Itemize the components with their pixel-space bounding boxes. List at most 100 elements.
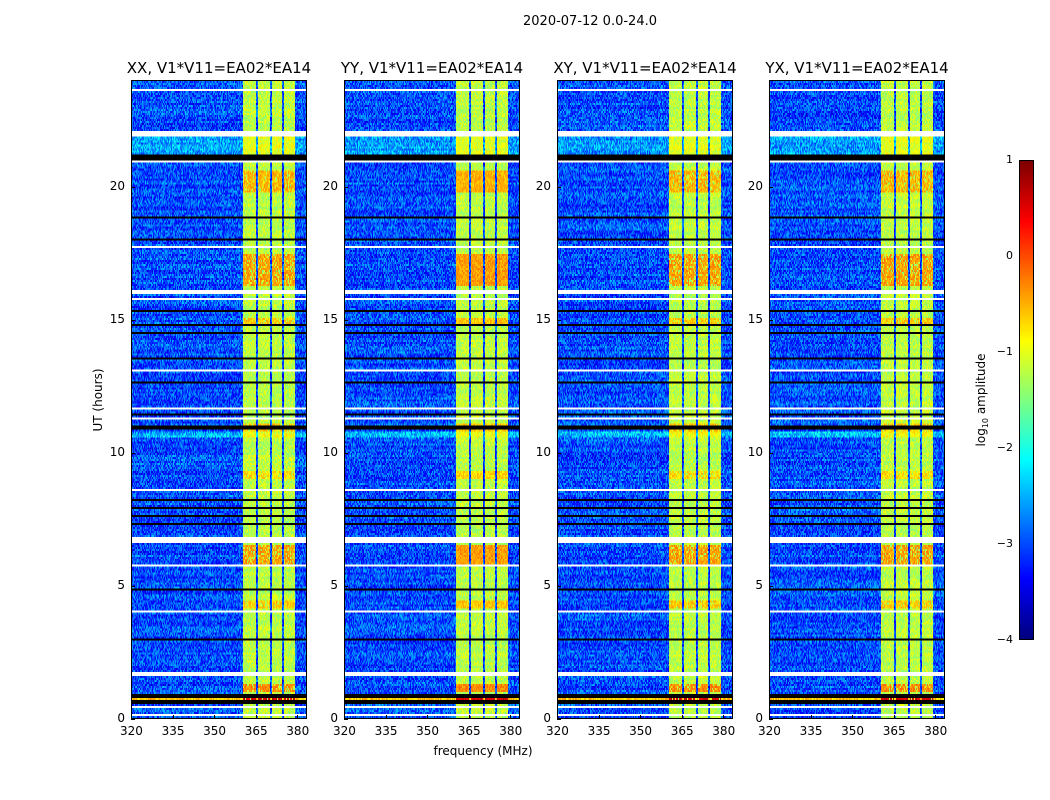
x-tick-label: 365 xyxy=(244,724,268,738)
heatmap-image xyxy=(345,81,519,718)
y-tick-mark xyxy=(131,186,135,188)
y-tick-mark xyxy=(557,452,561,454)
colorbar-tick-label: −3 xyxy=(996,537,1013,550)
x-tick-label: 380 xyxy=(286,724,310,738)
x-tick-mark xyxy=(427,715,429,719)
y-tick-mark xyxy=(344,319,348,321)
y-tick-mark xyxy=(131,719,135,720)
y-tick-label: 20 xyxy=(535,178,551,193)
x-tick-label: 350 xyxy=(416,724,440,738)
x-tick-label: 335 xyxy=(374,724,398,738)
x-tick-label: 320 xyxy=(758,724,781,738)
x-tick-mark xyxy=(640,715,642,719)
heatmap-panel xyxy=(131,80,307,719)
x-tick-mark xyxy=(255,715,257,719)
x-tick-mark xyxy=(131,715,132,719)
x-tick-mark xyxy=(769,715,770,719)
y-tick-label: 15 xyxy=(109,311,125,326)
y-tick-mark xyxy=(769,452,773,454)
x-tick-mark xyxy=(510,715,512,719)
panel-title: YY, V1*V11=EA02*EA14 xyxy=(340,59,524,77)
x-tick-mark xyxy=(852,715,854,719)
x-tick-label: 335 xyxy=(161,724,185,738)
colorbar-tick-label: −4 xyxy=(996,633,1013,646)
y-tick-mark xyxy=(557,719,561,720)
x-tick-label: 365 xyxy=(882,724,906,738)
y-tick-mark xyxy=(344,452,348,454)
y-tick-mark xyxy=(344,585,348,587)
y-tick-label: 10 xyxy=(322,444,338,459)
x-tick-label: 335 xyxy=(799,724,823,738)
y-tick-label: 0 xyxy=(117,711,125,725)
heatmap-image xyxy=(770,81,944,718)
x-tick-label: 350 xyxy=(203,724,227,738)
y-tick-mark xyxy=(557,585,561,587)
x-tick-mark xyxy=(935,715,937,719)
panel-title: YX, V1*V11=EA02*EA14 xyxy=(765,59,949,77)
x-tick-mark xyxy=(344,715,345,719)
panel-title: XY, V1*V11=EA02*EA14 xyxy=(553,59,737,77)
x-axis-label: frequency (MHz) xyxy=(433,744,533,758)
colorbar-tick-label: 0 xyxy=(1006,249,1013,262)
x-tick-label: 380 xyxy=(712,724,736,738)
y-tick-label: 0 xyxy=(543,711,551,725)
heatmap-panel xyxy=(769,80,945,719)
y-tick-label: 0 xyxy=(330,711,338,725)
heatmap-panel xyxy=(344,80,520,719)
x-tick-mark xyxy=(468,715,470,719)
y-tick-label: 5 xyxy=(117,577,125,592)
x-tick-mark xyxy=(214,715,216,719)
x-tick-label: 365 xyxy=(457,724,481,738)
x-tick-mark xyxy=(810,715,812,719)
y-tick-label: 20 xyxy=(322,178,338,193)
colorbar-tick-label: 1 xyxy=(1006,153,1013,166)
heatmap-panel xyxy=(557,80,733,719)
colorbar-label: log10 amplitude xyxy=(973,353,991,447)
y-tick-label: 10 xyxy=(109,444,125,459)
y-tick-mark xyxy=(769,319,773,321)
heatmap-image xyxy=(132,81,306,718)
y-tick-mark xyxy=(131,585,135,587)
colorbar-tick-label: −2 xyxy=(996,441,1013,454)
x-tick-mark xyxy=(557,715,558,719)
x-tick-mark xyxy=(598,715,600,719)
x-tick-mark xyxy=(297,715,299,719)
y-tick-mark xyxy=(769,186,773,188)
x-tick-mark xyxy=(893,715,895,719)
y-tick-mark xyxy=(769,719,773,720)
y-tick-label: 15 xyxy=(535,311,551,326)
y-tick-label: 5 xyxy=(330,577,338,592)
y-tick-mark xyxy=(344,719,348,720)
y-axis-label: UT (hours) xyxy=(91,368,105,432)
y-tick-label: 10 xyxy=(747,444,763,459)
panel-title: XX, V1*V11=EA02*EA14 xyxy=(126,59,312,77)
x-tick-label: 350 xyxy=(841,724,865,738)
y-tick-label: 10 xyxy=(535,444,551,459)
y-tick-label: 0 xyxy=(755,711,763,725)
x-tick-label: 320 xyxy=(546,724,569,738)
y-tick-label: 5 xyxy=(755,577,763,592)
y-tick-mark xyxy=(131,452,135,454)
x-tick-mark xyxy=(385,715,387,719)
figure-title: 2020-07-12 0.0-24.0 xyxy=(523,14,657,29)
x-tick-label: 335 xyxy=(587,724,611,738)
x-tick-label: 350 xyxy=(629,724,653,738)
x-tick-mark xyxy=(172,715,174,719)
y-tick-mark xyxy=(769,585,773,587)
x-tick-label: 380 xyxy=(924,724,948,738)
x-tick-label: 365 xyxy=(670,724,694,738)
y-tick-mark xyxy=(344,186,348,188)
y-tick-label: 15 xyxy=(322,311,338,326)
colorbar-tick-label: −1 xyxy=(996,345,1013,358)
y-tick-mark xyxy=(557,319,561,321)
y-tick-label: 15 xyxy=(747,311,763,326)
x-tick-mark xyxy=(723,715,725,719)
colorbar xyxy=(1019,160,1034,640)
y-tick-mark xyxy=(131,319,135,321)
x-tick-label: 320 xyxy=(333,724,356,738)
x-tick-mark xyxy=(681,715,683,719)
x-tick-label: 380 xyxy=(499,724,523,738)
x-tick-label: 320 xyxy=(120,724,143,738)
y-tick-label: 20 xyxy=(109,178,125,193)
